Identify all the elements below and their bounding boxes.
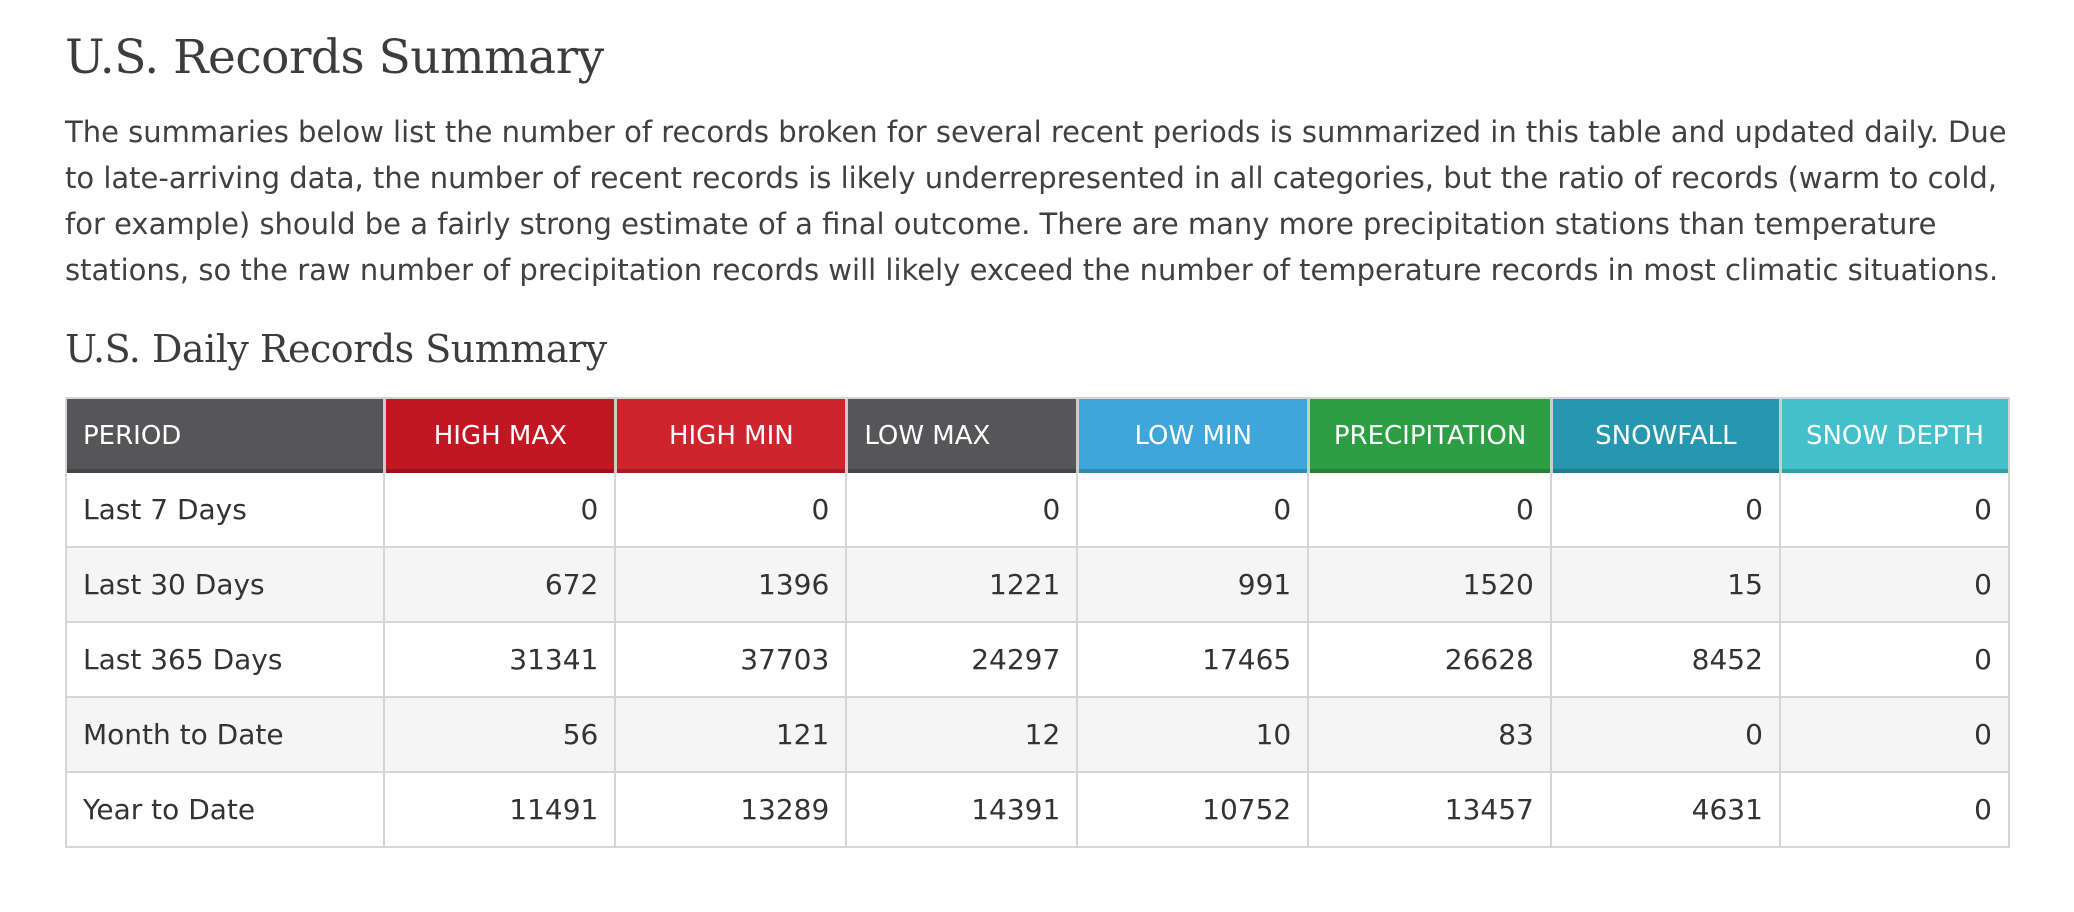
column-header-precipitation: PRECIPITATION [1307,399,1550,473]
value-cell: 0 [614,473,846,548]
table-row-last-365-days: Last 365 Days 31341 37703 24297 17465 26… [67,623,2008,698]
value-cell: 0 [845,473,1077,548]
period-cell: Last 365 Days [67,623,384,698]
value-cell: 24297 [845,623,1077,698]
table-row-last-30-days: Last 30 Days 672 1396 1221 991 1520 15 0 [67,548,2008,623]
table-row-last-7-days: Last 7 Days 0 0 0 0 0 0 0 [67,473,2008,548]
period-cell: Month to Date [67,698,384,773]
period-cell: Last 7 Days [67,473,384,548]
value-cell: 83 [1307,698,1550,773]
daily-records-table: PERIOD HIGH MAX HIGH MIN LOW MAX LOW MIN… [65,397,2010,848]
column-header-snowfall: SNOWFALL [1549,399,1779,473]
value-cell: 1396 [614,548,846,623]
value-cell: 11491 [383,773,615,846]
value-cell: 1221 [845,548,1077,623]
records-summary-page: U.S. Records Summary The summaries below… [65,30,2010,848]
value-cell: 12 [845,698,1077,773]
value-cell: 14391 [845,773,1077,846]
value-cell: 0 [1307,473,1550,548]
value-cell: 0 [1778,473,2008,548]
value-cell: 121 [614,698,846,773]
value-cell: 10 [1076,698,1308,773]
value-cell: 8452 [1549,623,1779,698]
page-title: U.S. Records Summary [65,30,604,85]
value-cell: 0 [1549,473,1779,548]
value-cell: 13289 [614,773,846,846]
value-cell: 56 [383,698,615,773]
value-cell: 15 [1549,548,1779,623]
value-cell: 0 [1778,773,2008,846]
column-header-low-min: LOW MIN [1076,399,1308,473]
table-header-row: PERIOD HIGH MAX HIGH MIN LOW MAX LOW MIN… [67,399,2008,473]
value-cell: 0 [1778,623,2008,698]
value-cell: 0 [1778,548,2008,623]
column-header-low-max: LOW MAX [845,399,1077,473]
value-cell: 672 [383,548,615,623]
column-header-snow-depth: SNOW DEPTH [1778,399,2008,473]
table-row-month-to-date: Month to Date 56 121 12 10 83 0 0 [67,698,2008,773]
value-cell: 31341 [383,623,615,698]
column-header-high-min: HIGH MIN [614,399,846,473]
table-row-year-to-date: Year to Date 11491 13289 14391 10752 134… [67,773,2008,846]
value-cell: 0 [383,473,615,548]
value-cell: 4631 [1549,773,1779,846]
value-cell: 10752 [1076,773,1308,846]
daily-records-section-title: U.S. Daily Records Summary [65,327,607,371]
value-cell: 37703 [614,623,846,698]
intro-paragraph: The summaries below list the number of r… [65,115,2007,287]
column-header-period: PERIOD [67,399,384,473]
period-cell: Year to Date [67,773,384,846]
value-cell: 0 [1778,698,2008,773]
value-cell: 991 [1076,548,1308,623]
value-cell: 13457 [1307,773,1550,846]
value-cell: 26628 [1307,623,1550,698]
column-header-high-max: HIGH MAX [383,399,615,473]
value-cell: 17465 [1076,623,1308,698]
period-cell: Last 30 Days [67,548,384,623]
value-cell: 0 [1076,473,1308,548]
value-cell: 1520 [1307,548,1550,623]
value-cell: 0 [1549,698,1779,773]
